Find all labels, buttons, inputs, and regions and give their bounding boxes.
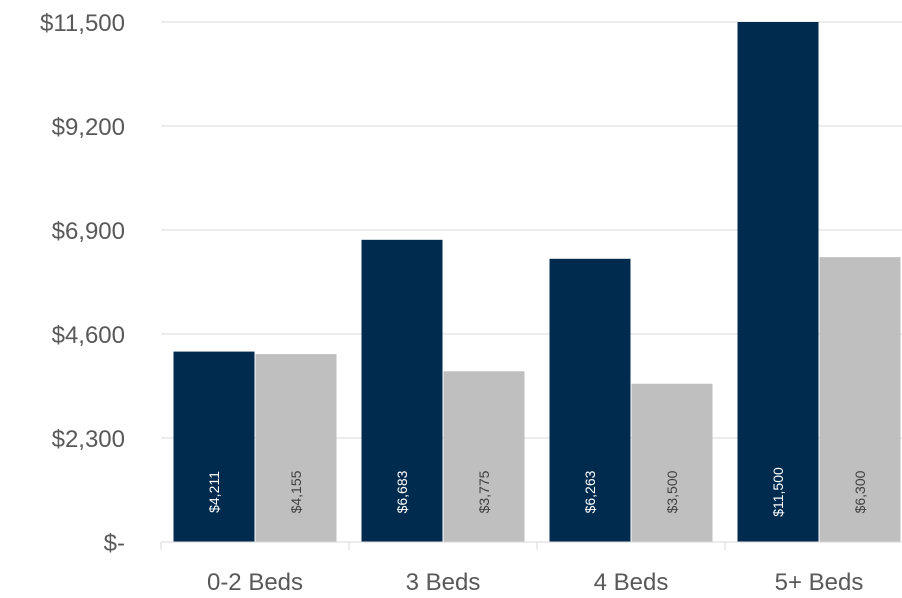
y-tick-label: $9,200 xyxy=(52,114,125,141)
x-category-label: 0-2 Beds xyxy=(207,569,303,596)
x-axis: 0-2 Beds 3 Beds 4 Beds 5+ Beds xyxy=(160,541,902,596)
bar xyxy=(443,371,525,542)
bar xyxy=(173,351,255,542)
bar-data-label: $4,211 xyxy=(206,471,222,513)
y-tick-label: $- xyxy=(104,530,125,557)
y-tick-label: $11,500 xyxy=(40,10,125,37)
bar-data-label: $6,683 xyxy=(394,470,410,513)
bars xyxy=(173,22,901,542)
bar xyxy=(631,383,713,542)
bar xyxy=(819,257,901,542)
bar-data-label: $3,500 xyxy=(664,470,680,513)
bar xyxy=(361,239,443,542)
bar-data-label: $4,155 xyxy=(288,470,304,513)
y-tick-label: $4,600 xyxy=(52,322,125,349)
bar xyxy=(255,354,337,542)
x-category-label: 5+ Beds xyxy=(775,569,864,596)
bar-data-label: $3,775 xyxy=(476,470,492,513)
bar-data-label: $6,300 xyxy=(852,470,868,513)
y-tick-label: $2,300 xyxy=(52,426,125,453)
y-tick-label: $6,900 xyxy=(52,218,125,245)
bar-data-label: $11,500 xyxy=(770,467,786,517)
x-category-label: 4 Beds xyxy=(594,569,669,596)
data-labels: $4,211 $4,155 $6,683 $3,775 $6,263 $3,500 $11,… xyxy=(206,467,868,517)
bar xyxy=(549,258,631,542)
y-axis-tick-labels: $- $2,300 $4,600 $6,900 $9,200 $11,500 xyxy=(40,10,125,557)
bar-data-label: $6,263 xyxy=(582,470,598,513)
x-category-label: 3 Beds xyxy=(406,569,481,596)
bar xyxy=(737,22,819,542)
